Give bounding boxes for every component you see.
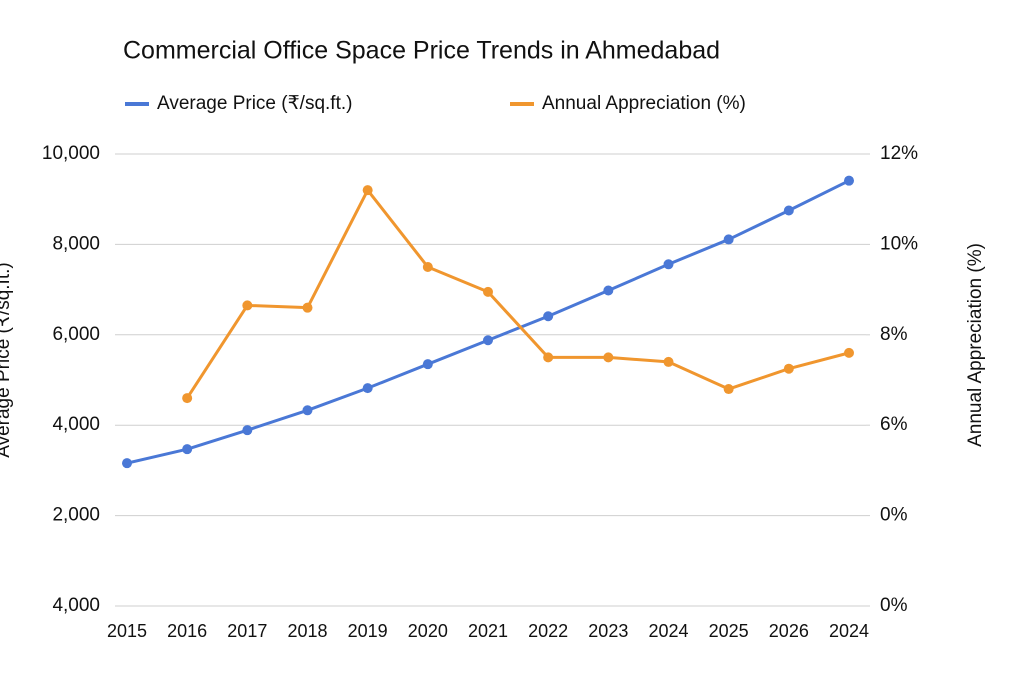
- data-point: [663, 259, 674, 270]
- x-tick-label: 2016: [167, 621, 207, 641]
- data-point: [182, 444, 193, 455]
- y-tick-label: 10,000: [42, 143, 100, 164]
- data-point: [723, 384, 734, 395]
- data-point: [302, 302, 313, 313]
- data-point: [422, 359, 433, 370]
- y-tick-label: 6,000: [52, 324, 100, 345]
- x-tick-label: 2019: [348, 621, 388, 641]
- y2-tick-label: 8%: [880, 324, 908, 345]
- x-tick-label: 2022: [528, 621, 568, 641]
- data-point: [302, 405, 313, 416]
- y-tick-label: 2,000: [52, 505, 100, 526]
- data-point: [182, 393, 193, 404]
- legend-label: Average Price (₹/sq.ft.): [157, 93, 352, 114]
- data-point: [122, 458, 132, 469]
- data-point: [362, 383, 373, 394]
- x-tick-label: 2018: [287, 621, 327, 641]
- y2-tick-label: 10%: [880, 233, 918, 254]
- chart-title: Commercial Office Space Price Trends in …: [123, 37, 720, 65]
- legend-label: Annual Appreciation (%): [542, 93, 746, 114]
- y2-tick-label: 6%: [880, 414, 908, 435]
- data-point: [242, 300, 253, 311]
- data-point: [362, 185, 373, 196]
- data-point: [723, 234, 734, 245]
- data-point: [603, 352, 614, 363]
- data-point: [663, 356, 674, 367]
- y2-tick-label: 0%: [880, 595, 908, 616]
- y-axis-label: Average Price (₹/sq.ft.): [0, 262, 14, 457]
- data-point: [483, 286, 493, 297]
- data-point: [783, 205, 794, 216]
- x-tick-label: 2017: [227, 621, 267, 641]
- data-point: [543, 311, 554, 322]
- data-point: [543, 352, 554, 363]
- x-tick-label: 2025: [709, 621, 749, 641]
- x-tick-label: 2020: [408, 621, 448, 641]
- data-point: [242, 425, 253, 436]
- x-tick-label: 2026: [769, 621, 809, 641]
- x-tick-label: 2024: [648, 621, 688, 641]
- data-point: [783, 363, 794, 374]
- data-point: [603, 285, 614, 296]
- data-point: [483, 335, 493, 346]
- data-point: [844, 175, 854, 186]
- y2-axis-label: Annual Appreciation (%): [965, 243, 986, 447]
- series-line: [185, 188, 850, 399]
- y-tick-label: 8,000: [52, 233, 100, 254]
- data-point: [844, 347, 854, 358]
- x-tick-label: 2024: [829, 621, 869, 641]
- y-tick-label: 4,000: [52, 595, 100, 616]
- y2-tick-label: 0%: [880, 505, 908, 526]
- y2-tick-label: 12%: [880, 143, 918, 164]
- x-tick-label: 2023: [588, 621, 628, 641]
- x-tick-label: 2015: [107, 621, 147, 641]
- x-tick-label: 2021: [468, 621, 508, 641]
- y-tick-label: 4,000: [52, 414, 100, 435]
- data-point: [422, 262, 433, 272]
